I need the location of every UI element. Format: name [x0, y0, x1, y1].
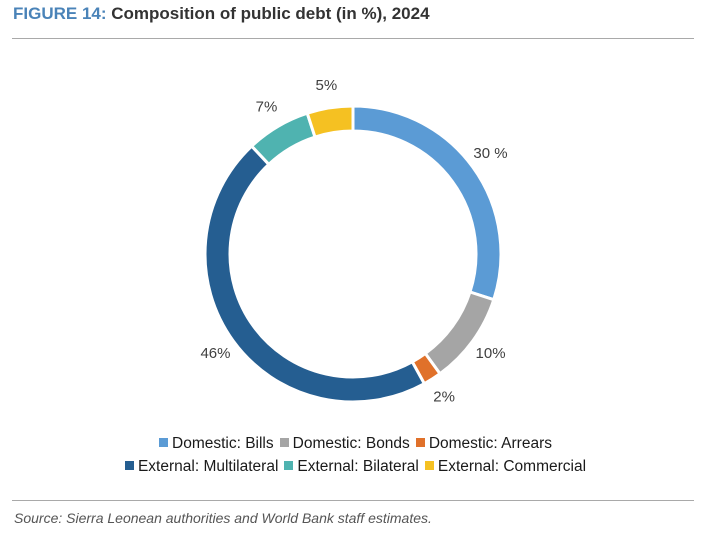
data-label-domestic-arrears: 2% — [433, 389, 455, 406]
legend-swatch — [284, 461, 294, 470]
bottom-rule — [12, 500, 694, 501]
legend-item-external-multilateral: External: Multilateral — [124, 458, 279, 476]
legend-label: External: Bilateral — [297, 458, 419, 475]
legend-label: External: Commercial — [437, 458, 587, 475]
legend-row-2: External: Multilateral External: Bilatera… — [0, 458, 711, 476]
legend-label: Domestic: Bonds — [292, 435, 410, 452]
legend-swatch — [279, 438, 289, 447]
slice-domestic-bills — [351, 104, 503, 302]
legend-item-domestic-arrears: Domestic: Arrears — [415, 435, 552, 453]
data-label-domestic-bills: 30 % — [473, 145, 507, 162]
data-label-external-commercial: 5% — [316, 77, 338, 94]
data-label-domestic-bonds: 10% — [476, 345, 506, 362]
top-rule — [12, 38, 694, 39]
legend-swatch — [424, 461, 434, 470]
figure-title: FIGURE 14: Composition of public debt (i… — [13, 4, 430, 24]
legend-label: Domestic: Bills — [172, 435, 274, 452]
legend-row-1: Domestic: Bills Domestic: Bonds Domestic: … — [0, 435, 711, 453]
figure-label: FIGURE 14: — [13, 4, 107, 23]
legend-label: Domestic: Arrears — [428, 435, 552, 452]
data-label-external-bilateral: 7% — [256, 99, 278, 116]
slice-external-multilateral — [203, 143, 427, 404]
donut-chart: 30 % 10% 2% 46% 7% 5% — [200, 77, 507, 406]
slice-external-bilateral — [249, 111, 317, 167]
legend-item-domestic-bills: Domestic: Bills — [159, 435, 274, 453]
data-label-external-multilateral: 46% — [200, 345, 230, 362]
legend-swatch — [159, 438, 168, 447]
legend-swatch — [124, 461, 134, 470]
figure-title-text: Composition of public debt (in %), 2024 — [111, 4, 430, 23]
legend-item-external-bilateral: External: Bilateral — [284, 458, 419, 476]
legend-label: External: Multilateral — [137, 458, 279, 475]
legend-swatch — [415, 438, 425, 447]
slice-external-commercial — [305, 104, 355, 139]
legend-item-external-commercial: External: Commercial — [424, 458, 587, 476]
source-note: Source: Sierra Leonean authorities and W… — [14, 510, 432, 526]
legend-item-domestic-bonds: Domestic: Bonds — [279, 435, 410, 453]
